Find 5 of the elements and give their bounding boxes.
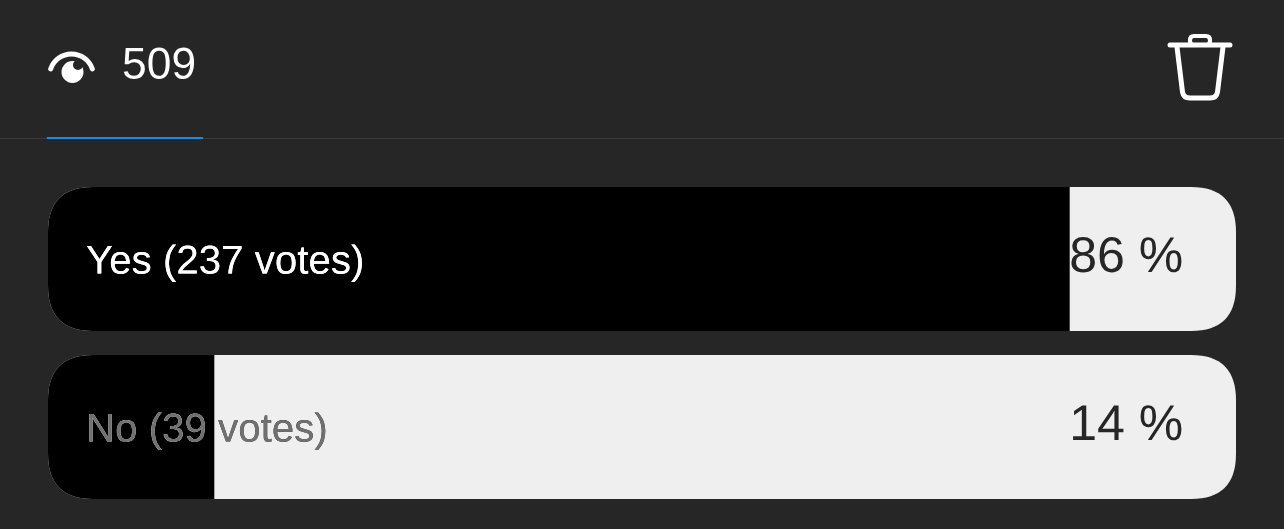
data-label: 86 % bbox=[1071, 237, 1182, 273]
y-tick-label: No (39 votes) bbox=[89, 412, 326, 450]
data-label: 14 % bbox=[1073, 405, 1182, 441]
text: 509 bbox=[123, 47, 195, 79]
y-tick-label: Yes (237 votes) bbox=[86, 244, 362, 282]
